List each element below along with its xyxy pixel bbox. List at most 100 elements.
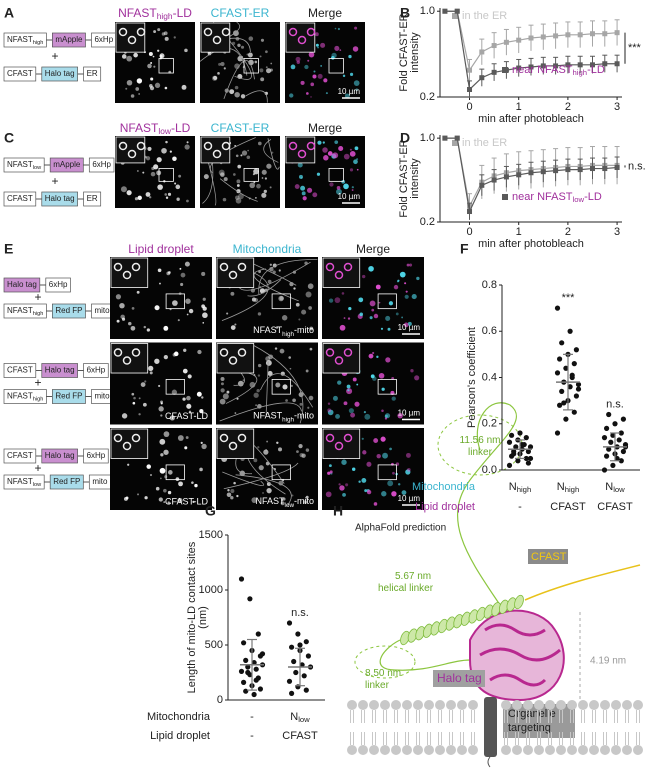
inset-droplet xyxy=(343,262,353,272)
signal xyxy=(256,183,261,189)
signal xyxy=(399,271,406,278)
signal xyxy=(164,193,167,196)
signal xyxy=(253,392,259,398)
subscript: high xyxy=(565,485,580,494)
lipid-head xyxy=(435,700,445,710)
signal xyxy=(202,312,208,319)
signal xyxy=(352,46,359,52)
construct-text: NFASTlow xyxy=(7,160,42,171)
signal xyxy=(174,182,177,185)
signal xyxy=(253,168,259,175)
signal xyxy=(153,164,159,170)
inset-droplet xyxy=(288,27,298,37)
signal xyxy=(236,397,239,400)
text-part: NFAST xyxy=(120,121,159,135)
point xyxy=(565,62,571,68)
signal xyxy=(121,54,127,59)
roi-box xyxy=(328,167,344,182)
signal xyxy=(128,321,132,326)
construct-text: Red FP xyxy=(53,477,80,486)
point xyxy=(525,460,532,466)
point xyxy=(442,135,448,141)
signal xyxy=(165,196,169,199)
signal xyxy=(348,306,352,311)
signal xyxy=(186,313,189,316)
signal xyxy=(291,494,294,497)
network xyxy=(247,279,282,297)
signal xyxy=(146,464,151,469)
signal xyxy=(173,351,179,357)
signal xyxy=(240,154,243,157)
signal xyxy=(123,496,128,501)
signal xyxy=(396,280,399,283)
signal xyxy=(177,435,184,441)
signal xyxy=(285,399,288,402)
signal xyxy=(226,492,232,498)
point xyxy=(577,32,583,38)
point xyxy=(516,172,522,178)
signal xyxy=(163,488,167,493)
signal xyxy=(299,402,303,406)
signal xyxy=(373,313,379,319)
signal xyxy=(266,163,272,169)
point xyxy=(561,400,567,406)
point xyxy=(305,653,311,659)
signal xyxy=(163,431,170,438)
inset-droplet xyxy=(131,348,141,357)
construct-text: NFASThigh xyxy=(7,392,43,403)
y-tick-label: 0.4 xyxy=(482,371,497,383)
point xyxy=(577,167,583,173)
signal xyxy=(126,79,133,86)
point xyxy=(503,174,509,180)
significance: n.s. xyxy=(291,607,309,619)
x-tick-label: 3 xyxy=(614,101,620,113)
signal xyxy=(371,308,375,312)
point xyxy=(293,669,299,676)
image-label: NFASThigh-mito xyxy=(253,411,314,423)
signal xyxy=(337,27,340,31)
signal xyxy=(325,491,332,498)
signal xyxy=(115,294,122,300)
point xyxy=(620,448,627,455)
text-part: -LD xyxy=(171,121,191,135)
text-part: N xyxy=(557,481,565,493)
construct-text: 6xHp xyxy=(94,35,113,44)
signal xyxy=(147,146,152,151)
signal xyxy=(298,174,303,179)
scale-label: 10 µm xyxy=(338,192,361,201)
signal xyxy=(341,459,347,465)
text-part: -LD xyxy=(173,6,193,20)
inset-droplet xyxy=(221,141,231,151)
lipid-head xyxy=(545,745,555,755)
construct-text: 6xHp xyxy=(49,280,68,289)
signal xyxy=(253,297,259,303)
text-part: -mito xyxy=(294,496,314,506)
text-part: NFAST xyxy=(253,325,283,335)
signal xyxy=(327,408,332,413)
lipid-head xyxy=(446,700,456,710)
signal xyxy=(267,279,272,284)
network xyxy=(258,259,318,295)
inset-droplet xyxy=(228,270,238,280)
signal xyxy=(164,86,168,90)
cfast-label: CFAST xyxy=(531,551,567,563)
signal xyxy=(269,186,272,189)
point xyxy=(454,135,460,141)
text-part: N xyxy=(290,711,298,723)
roi-box xyxy=(165,464,185,481)
signal xyxy=(157,49,160,52)
signal xyxy=(171,389,178,395)
subscript: low xyxy=(285,502,295,509)
signal xyxy=(185,298,191,304)
lipid-head xyxy=(523,745,533,755)
point xyxy=(557,356,563,362)
point xyxy=(554,305,561,311)
lipid-head xyxy=(589,700,599,710)
signal xyxy=(199,467,203,472)
signal xyxy=(361,477,367,483)
signal xyxy=(339,485,345,491)
signal xyxy=(255,404,258,407)
signal xyxy=(147,63,152,69)
signal xyxy=(200,441,203,444)
construct-text: ER xyxy=(87,69,98,78)
